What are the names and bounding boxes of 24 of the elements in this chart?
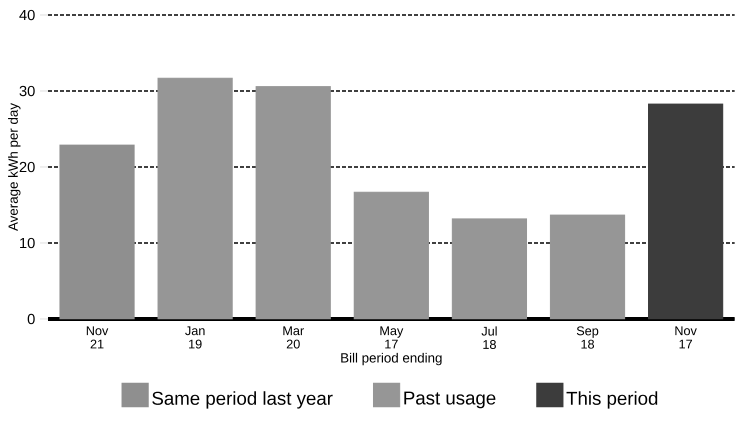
legend-label: Same period last year <box>152 391 333 409</box>
y-tick-label: 20 <box>20 162 35 172</box>
x-tick-label: Nov 17 <box>675 326 697 348</box>
x-tick-label: Jan 19 <box>185 326 205 349</box>
y-tick-label: 30 <box>20 86 35 96</box>
x-tick-label: Nov 21 <box>86 326 108 348</box>
x-tick-label: Jul 18 <box>482 326 497 349</box>
bar <box>59 144 135 320</box>
bar <box>550 214 626 320</box>
bar <box>158 78 233 320</box>
y-tick-label: 40 <box>19 10 35 20</box>
bar <box>256 86 331 320</box>
x-axis-title: Bill period ending <box>341 352 442 366</box>
x-tick-label: Mar 20 <box>283 326 304 349</box>
legend-label: Past usage <box>404 392 496 408</box>
x-tick-label: May 17 <box>380 326 404 348</box>
bar <box>452 218 528 320</box>
x-tick-label: Sep 18 <box>576 326 598 349</box>
y-axis-title: Average kWh per day <box>8 103 20 231</box>
y-tick-label: 10 <box>20 238 35 248</box>
bar <box>648 104 724 320</box>
bar <box>354 192 429 320</box>
y-tick-label: 0 <box>28 314 35 324</box>
legend-label: This period <box>566 391 658 409</box>
